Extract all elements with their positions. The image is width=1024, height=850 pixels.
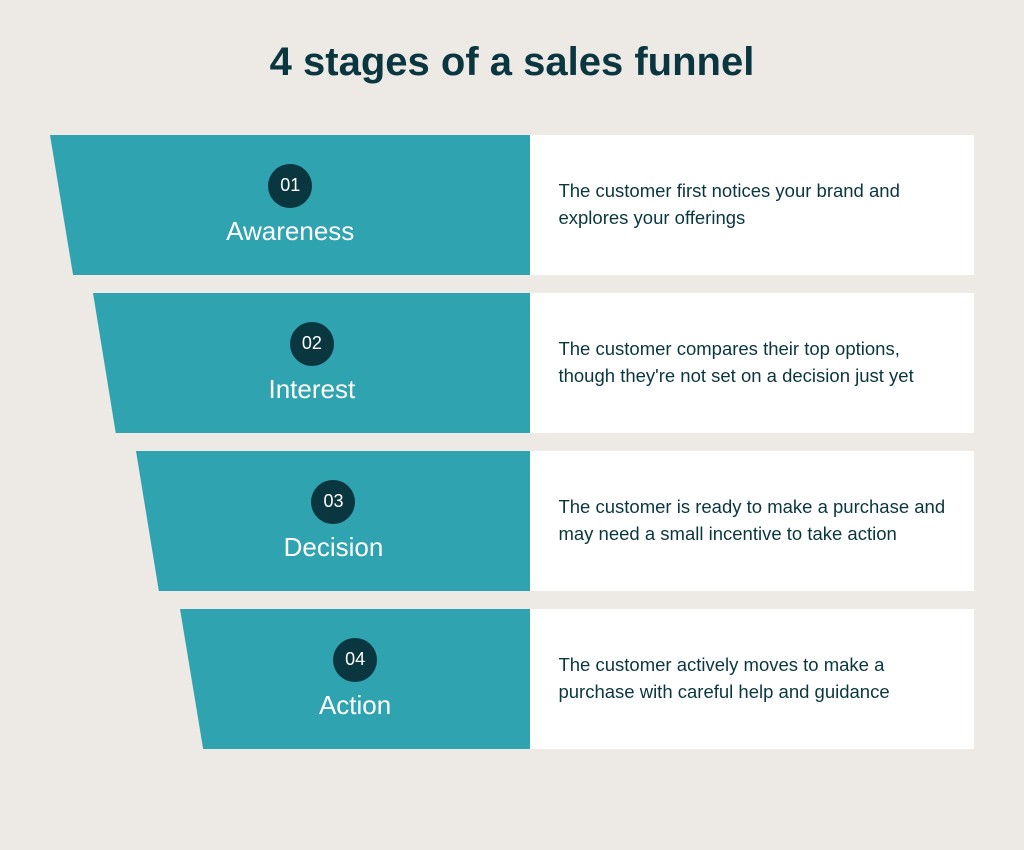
- stage-description-text: The customer compares their top options,…: [558, 336, 946, 390]
- stage-description-text: The customer is ready to make a purchase…: [558, 494, 946, 548]
- funnel-segment-action: 04 Action: [180, 609, 531, 749]
- stage-description-text: The customer first notices your brand an…: [558, 178, 946, 232]
- stage-number-badge: 02: [290, 322, 334, 366]
- stage-row: 03 Decision The customer is ready to mak…: [50, 451, 974, 591]
- stage-description-box: The customer first notices your brand an…: [530, 135, 974, 275]
- funnel-segment-decision: 03 Decision: [136, 451, 530, 591]
- stage-number-badge: 03: [311, 480, 355, 524]
- funnel-segment-interest: 02 Interest: [93, 293, 530, 433]
- stage-description-box: The customer is ready to make a purchase…: [530, 451, 974, 591]
- funnel-segment-awareness: 01 Awareness: [50, 135, 530, 275]
- stage-label: Decision: [284, 532, 384, 563]
- stage-label: Action: [319, 690, 391, 721]
- page-title: 4 stages of a sales funnel: [50, 40, 974, 85]
- stage-row: 01 Awareness The customer first notices …: [50, 135, 974, 275]
- stage-number-badge: 04: [333, 638, 377, 682]
- stage-description-text: The customer actively moves to make a pu…: [558, 652, 946, 706]
- stage-row: 04 Action The customer actively moves to…: [50, 609, 974, 749]
- stage-number-badge: 01: [268, 164, 312, 208]
- funnel-segment-wrapper: 03 Decision: [50, 451, 530, 591]
- funnel-segment-wrapper: 04 Action: [50, 609, 530, 749]
- funnel-container: 01 Awareness The customer first notices …: [50, 135, 974, 749]
- stage-description-box: The customer compares their top options,…: [530, 293, 974, 433]
- stage-row: 02 Interest The customer compares their …: [50, 293, 974, 433]
- funnel-segment-wrapper: 02 Interest: [50, 293, 530, 433]
- stage-description-box: The customer actively moves to make a pu…: [530, 609, 974, 749]
- stage-label: Awareness: [226, 216, 354, 247]
- funnel-segment-wrapper: 01 Awareness: [50, 135, 530, 275]
- stage-label: Interest: [269, 374, 356, 405]
